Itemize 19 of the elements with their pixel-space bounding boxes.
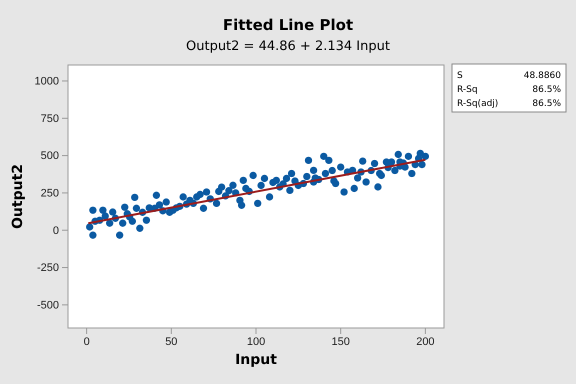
y-tick-label: 1000 — [34, 75, 59, 88]
x-tick-label: 100 — [246, 336, 266, 348]
chart-title: Fitted Line Plot — [222, 16, 354, 34]
text: R-Sq 86.5% — [457, 85, 561, 95]
text: S 48.8860 — [457, 71, 561, 81]
chart-subtitle: Output2 = 44.86 + 2.134 Input — [186, 39, 390, 54]
x-tick-label: 150 — [332, 336, 350, 348]
text: R-Sq(adj) 86.5% — [457, 99, 561, 109]
y-tick-label: 750 — [40, 112, 59, 125]
y-tick-label: 250 — [40, 187, 59, 200]
x-axis-title: Input — [235, 352, 278, 368]
y-tick-label: -500 — [36, 299, 59, 312]
x-tick-label: 200 — [416, 336, 435, 348]
x-tick-label: 0 — [84, 336, 90, 348]
y-tick-label: -250 — [36, 262, 59, 274]
y-axis-title: Output2 — [10, 164, 26, 229]
y-tick-label: 0 — [52, 224, 59, 237]
x-tick-label: 50 — [165, 336, 178, 348]
y-tick-label: 500 — [40, 150, 59, 162]
